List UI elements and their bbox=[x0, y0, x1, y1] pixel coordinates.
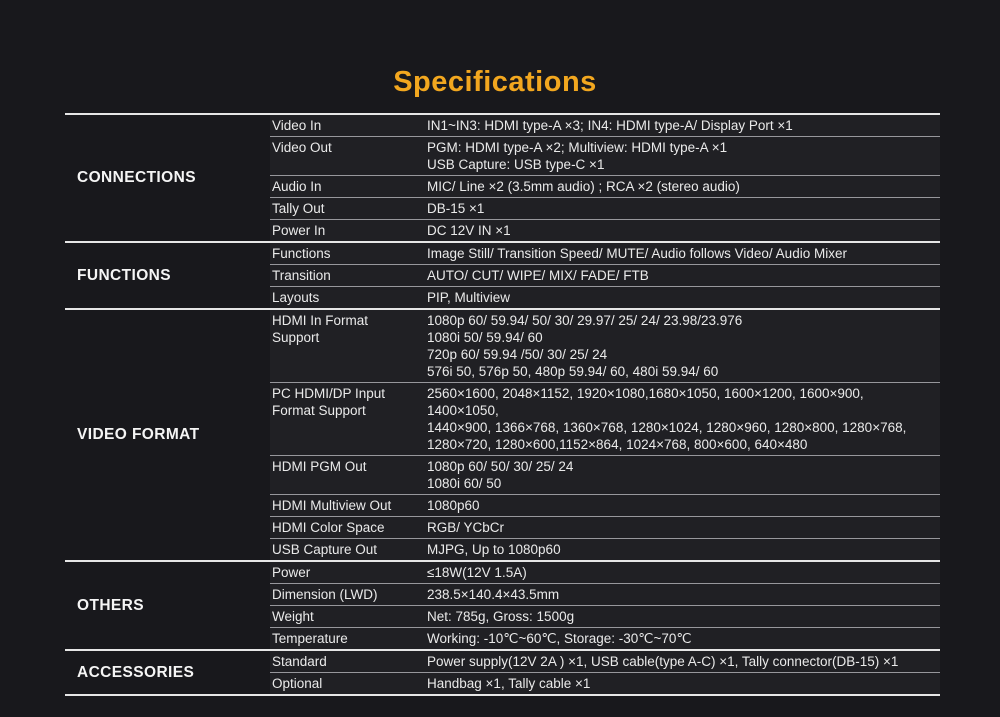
row-value: DC 12V IN ×1 bbox=[427, 223, 511, 238]
row-value: ≤18W(12V 1.5A) bbox=[427, 565, 527, 580]
row-value: 1080p 60/ 50/ 30/ 25/ 24 1080i 60/ 50 bbox=[427, 459, 574, 491]
section-name: OTHERS bbox=[77, 596, 144, 614]
row-value: DB-15 ×1 bbox=[427, 201, 485, 216]
row-label: Weight bbox=[272, 609, 314, 624]
spec-section-others: OTHERS Power ≤18W(12V 1.5A) Dimension (LWD)… bbox=[65, 560, 940, 649]
spec-row: Transition AUTO/ CUT/ WIPE/ MIX/ FADE/ FT… bbox=[270, 265, 940, 287]
row-value: MIC/ Line ×2 (3.5mm audio) ; RCA ×2 (ste… bbox=[427, 179, 740, 194]
spec-row: Optional Handbag ×1, Tally cable ×1 bbox=[270, 673, 940, 694]
section-name: FUNCTIONS bbox=[77, 266, 172, 284]
row-value: PGM: HDMI type-A ×2; Multiview: HDMI typ… bbox=[427, 140, 728, 172]
row-label: HDMI Multiview Out bbox=[272, 498, 392, 513]
section-rows: Power ≤18W(12V 1.5A) Dimension (LWD) 238.5×… bbox=[270, 562, 940, 649]
row-label: Tally Out bbox=[272, 201, 325, 216]
row-label: HDMI In Format Support bbox=[272, 313, 369, 345]
spec-row: Audio In MIC/ Line ×2 (3.5mm audio) ; RCA… bbox=[270, 176, 940, 198]
row-label: Power In bbox=[272, 223, 326, 238]
spec-section-video-format: VIDEO FORMAT HDMI In Format Support 1080p … bbox=[65, 308, 940, 560]
section-rows: Video In IN1~IN3: HDMI type-A ×3; IN4: HD… bbox=[270, 115, 940, 241]
row-label: Standard bbox=[272, 654, 327, 669]
row-value: 238.5×140.4×43.5mm bbox=[427, 587, 560, 602]
row-label: PC HDMI/DP Input Format Support bbox=[272, 386, 386, 418]
spec-row: Layouts PIP, Multiview bbox=[270, 287, 940, 308]
spec-row: Power ≤18W(12V 1.5A) bbox=[270, 562, 940, 584]
row-value: AUTO/ CUT/ WIPE/ MIX/ FADE/ FTB bbox=[427, 268, 649, 283]
spec-section-functions: FUNCTIONS Functions Image Still/ Transitio… bbox=[65, 241, 940, 308]
row-value: MJPG, Up to 1080p60 bbox=[427, 542, 561, 557]
row-value: Working: -10℃~60℃, Storage: -30℃~70℃ bbox=[427, 631, 692, 646]
row-value: 1080p60 bbox=[427, 498, 480, 513]
spec-row: HDMI Multiview Out 1080p60 bbox=[270, 495, 940, 517]
spec-row: Weight Net: 785g, Gross: 1500g bbox=[270, 606, 940, 628]
row-value: Power supply(12V 2A ) ×1, USB cable(type… bbox=[427, 654, 899, 669]
row-label: Functions bbox=[272, 246, 331, 261]
row-value: Handbag ×1, Tally cable ×1 bbox=[427, 676, 591, 691]
spec-row: Temperature Working: -10℃~60℃, Storage: -… bbox=[270, 628, 940, 649]
row-value: 1080p 60/ 59.94/ 50/ 30/ 29.97/ 25/ 24/ … bbox=[427, 313, 743, 379]
row-label: Video In bbox=[272, 118, 322, 133]
section-rows: Functions Image Still/ Transition Speed/ … bbox=[270, 243, 940, 308]
spec-row: Dimension (LWD) 238.5×140.4×43.5mm bbox=[270, 584, 940, 606]
spec-row: USB Capture Out MJPG, Up to 1080p60 bbox=[270, 539, 940, 560]
row-value: Net: 785g, Gross: 1500g bbox=[427, 609, 575, 624]
spec-row: HDMI In Format Support 1080p 60/ 59.94/ 5… bbox=[270, 310, 940, 383]
spec-section-accessories: ACCESSORIES Standard Power supply(12V 2A )… bbox=[65, 649, 940, 694]
spec-row: Video Out PGM: HDMI type-A ×2; Multiview:… bbox=[270, 137, 940, 176]
section-name: CONNECTIONS bbox=[77, 169, 196, 186]
spec-row: Tally Out DB-15 ×1 bbox=[270, 198, 940, 220]
row-label: USB Capture Out bbox=[272, 542, 378, 557]
row-label: Optional bbox=[272, 676, 323, 691]
page-title: Specifications bbox=[393, 66, 597, 98]
section-name: ACCESSORIES bbox=[77, 663, 195, 681]
row-value: RGB/ YCbCr bbox=[427, 520, 505, 535]
row-label: HDMI Color Space bbox=[272, 520, 385, 535]
spec-row: Video In IN1~IN3: HDMI type-A ×3; IN4: HD… bbox=[270, 115, 940, 137]
section-rows: Standard Power supply(12V 2A ) ×1, USB ca… bbox=[270, 651, 940, 694]
section-rows: HDMI In Format Support 1080p 60/ 59.94/ 5… bbox=[270, 310, 940, 560]
row-value: PIP, Multiview bbox=[427, 290, 511, 305]
spec-row: HDMI Color Space RGB/ YCbCr bbox=[270, 517, 940, 539]
spec-row: Standard Power supply(12V 2A ) ×1, USB ca… bbox=[270, 651, 940, 673]
spec-row: Functions Image Still/ Transition Speed/ … bbox=[270, 243, 940, 265]
row-value: 2560×1600, 2048×1152, 1920×1080,1680×105… bbox=[427, 386, 907, 452]
row-label: HDMI PGM Out bbox=[272, 459, 367, 474]
row-label: Power bbox=[272, 565, 311, 580]
row-value: IN1~IN3: HDMI type-A ×3; IN4: HDMI type-… bbox=[427, 118, 793, 133]
spec-row: HDMI PGM Out 1080p 60/ 50/ 30/ 25/ 24 108… bbox=[270, 456, 940, 495]
row-label: Transition bbox=[272, 268, 331, 283]
spec-table: CONNECTIONS Video In IN1~IN3: HDMI type-A … bbox=[65, 113, 940, 696]
spec-row: PC HDMI/DP Input Format Support 2560×1600… bbox=[270, 383, 940, 456]
row-label: Video Out bbox=[272, 140, 332, 155]
row-value: Image Still/ Transition Speed/ MUTE/ Aud… bbox=[427, 246, 847, 261]
row-label: Layouts bbox=[272, 290, 320, 305]
row-label: Dimension (LWD) bbox=[272, 587, 378, 602]
row-label: Temperature bbox=[272, 631, 348, 646]
spec-row: Power In DC 12V IN ×1 bbox=[270, 220, 940, 241]
section-name: VIDEO FORMAT bbox=[77, 426, 200, 443]
row-label: Audio In bbox=[272, 179, 322, 194]
spec-section-connections: CONNECTIONS Video In IN1~IN3: HDMI type-A … bbox=[65, 113, 940, 241]
